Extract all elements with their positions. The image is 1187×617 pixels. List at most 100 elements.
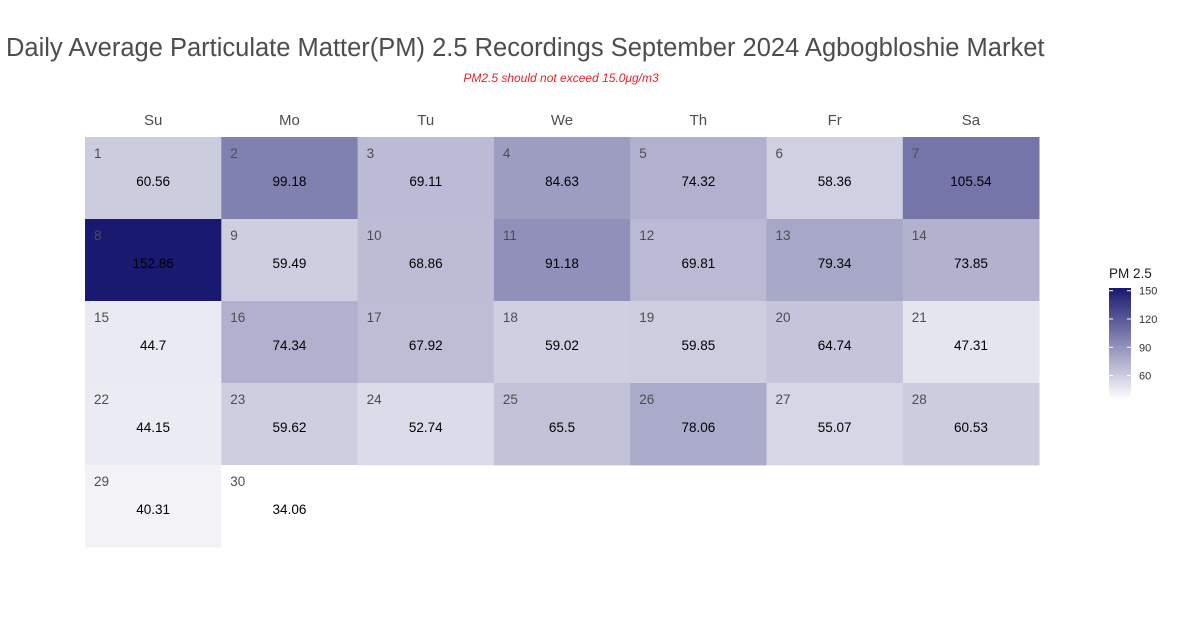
legend-title: PM 2.5 xyxy=(1109,266,1152,281)
day-number: 10 xyxy=(367,228,382,243)
day-cell-fill xyxy=(221,383,358,466)
day-cell-fill xyxy=(493,219,631,302)
day-cell-12: 12 69.81 xyxy=(630,219,767,302)
day-cell-fill xyxy=(357,219,495,302)
calendar-grid: 160.56299.18369.11484.63574.32658.367105… xyxy=(85,137,1040,548)
weekday-label-we: We xyxy=(551,112,573,129)
day-cell-fill xyxy=(902,301,1040,384)
day-value: 34.06 xyxy=(273,502,307,517)
day-cell-11: 11 91.18 xyxy=(493,219,631,302)
day-number: 24 xyxy=(367,392,383,407)
day-value: 74.34 xyxy=(273,338,307,353)
day-cell-17: 17 67.92 xyxy=(357,301,495,384)
day-number: 1 xyxy=(94,146,102,161)
day-cell-fill xyxy=(630,137,767,220)
day-cell-fill xyxy=(766,137,904,220)
day-cell-fill xyxy=(357,383,495,466)
day-cell-fill xyxy=(902,137,1040,220)
day-number: 15 xyxy=(94,310,109,325)
day-number: 2 xyxy=(230,146,238,161)
day-value: 99.18 xyxy=(273,174,307,189)
day-cell-10: 10 68.86 xyxy=(357,219,495,302)
day-cell-22: 22 44.15 xyxy=(85,383,222,466)
day-cell-fill xyxy=(85,301,222,384)
day-cell-fill xyxy=(85,465,222,548)
day-value: 44.15 xyxy=(136,420,170,435)
day-number: 21 xyxy=(912,310,927,325)
day-value: 78.06 xyxy=(681,420,715,435)
day-cell-fill xyxy=(902,383,1040,466)
day-cell-fill xyxy=(85,383,222,466)
day-number: 29 xyxy=(94,474,109,489)
day-cell-fill xyxy=(902,219,1040,302)
day-cell-fill xyxy=(221,219,358,302)
day-cell-27: 27 55.07 xyxy=(766,383,904,466)
day-value: 60.56 xyxy=(136,174,170,189)
day-number: 19 xyxy=(639,310,654,325)
weekday-label-fr: Fr xyxy=(828,112,842,129)
day-cell-20: 20 64.74 xyxy=(766,301,904,384)
day-cell-6: 658.36 xyxy=(766,137,904,220)
weekday-label-th: Th xyxy=(690,112,708,129)
weekday-label-tu: Tu xyxy=(417,112,434,129)
day-number: 3 xyxy=(367,146,375,161)
day-cell-fill xyxy=(221,301,358,384)
day-value: 68.86 xyxy=(409,256,443,271)
day-value: 105.54 xyxy=(950,174,992,189)
day-number: 7 xyxy=(912,146,920,161)
day-value: 65.5 xyxy=(549,420,575,435)
day-number: 5 xyxy=(639,146,647,161)
day-value: 69.11 xyxy=(409,174,442,189)
day-cell-4: 484.63 xyxy=(493,137,631,220)
day-number: 28 xyxy=(912,392,927,407)
day-cell-fill xyxy=(630,383,767,466)
day-value: 79.34 xyxy=(818,256,852,271)
day-value: 64.74 xyxy=(818,338,852,353)
day-number: 25 xyxy=(503,392,518,407)
day-number: 6 xyxy=(776,146,784,161)
day-cell-28: 28 60.53 xyxy=(902,383,1040,466)
weekday-header: Su Mo Tu We Th Fr Sa xyxy=(144,112,981,129)
day-number: 23 xyxy=(230,392,245,407)
day-cell-3: 369.11 xyxy=(357,137,495,220)
day-number: 27 xyxy=(776,392,791,407)
legend-tick-label: 60 xyxy=(1139,371,1151,383)
day-value: 59.02 xyxy=(545,338,579,353)
day-cell-29: 29 40.31 xyxy=(85,465,222,548)
day-cell-23: 23 59.62 xyxy=(221,383,358,466)
day-number: 30 xyxy=(230,474,245,489)
day-cell-8: 8 152.86 xyxy=(85,219,222,302)
day-cell-fill xyxy=(766,219,904,302)
day-cell-1: 160.56 xyxy=(85,137,222,220)
day-value: 59.49 xyxy=(273,256,307,271)
day-cell-fill xyxy=(357,137,495,220)
day-cell-9: 959.49 xyxy=(221,219,358,302)
day-cell-21: 21 47.31 xyxy=(902,301,1040,384)
weekday-label-sa: Sa xyxy=(962,112,981,129)
day-number: 12 xyxy=(639,228,654,243)
day-value: 40.31 xyxy=(136,502,170,517)
day-value: 55.07 xyxy=(818,420,852,435)
day-cell-16: 16 74.34 xyxy=(221,301,358,384)
day-number: 18 xyxy=(503,310,518,325)
day-cell-fill xyxy=(221,465,358,548)
day-number: 16 xyxy=(230,310,245,325)
chart-title: Daily Average Particulate Matter(PM) 2.5… xyxy=(6,34,1045,62)
day-number: 9 xyxy=(230,228,238,243)
color-legend: PM 2.5 60 90 120 150 xyxy=(1109,266,1157,400)
day-cell-7: 7 105.54 xyxy=(902,137,1040,220)
day-number: 17 xyxy=(367,310,382,325)
day-value: 74.32 xyxy=(681,174,715,189)
chart-subtitle: PM2.5 should not exceed 15.0μg/m3 xyxy=(463,71,659,85)
day-number: 13 xyxy=(776,228,791,243)
day-value: 47.31 xyxy=(954,338,988,353)
day-cell-fill xyxy=(630,219,767,302)
day-cell-26: 26 78.06 xyxy=(630,383,767,466)
day-value: 44.7 xyxy=(140,338,166,353)
weekday-label-mo: Mo xyxy=(279,112,300,129)
day-cell-fill xyxy=(766,301,904,384)
day-cell-15: 15 44.7 xyxy=(85,301,222,384)
day-cell-fill xyxy=(221,137,358,220)
day-value: 52.74 xyxy=(409,420,443,435)
legend-tick-label: 120 xyxy=(1139,314,1157,326)
